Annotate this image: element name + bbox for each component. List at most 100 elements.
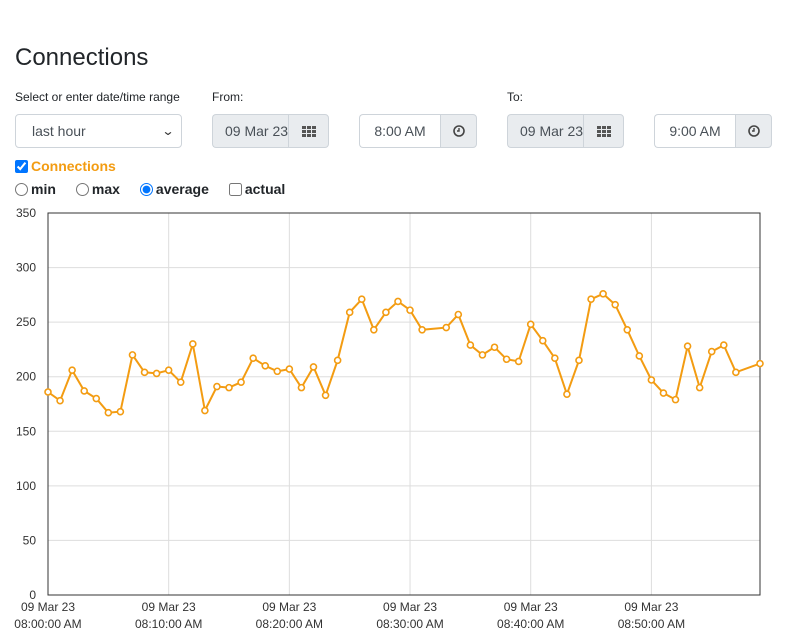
data-point bbox=[261, 362, 270, 370]
y-tick-label: 350 bbox=[16, 206, 36, 220]
from-date-input[interactable]: 09 Mar 23 bbox=[212, 114, 288, 148]
data-point bbox=[309, 363, 318, 371]
from-time-picker-button[interactable] bbox=[440, 114, 477, 148]
max-radio[interactable] bbox=[75, 182, 89, 196]
data-point bbox=[599, 289, 607, 298]
data-point bbox=[563, 390, 571, 398]
y-tick-label: 300 bbox=[16, 261, 36, 275]
data-point bbox=[635, 352, 644, 360]
x-tick-date: 09 Mar 23 bbox=[383, 600, 437, 614]
data-point bbox=[237, 378, 245, 386]
data-point bbox=[345, 308, 354, 317]
x-tick-date: 09 Mar 23 bbox=[624, 600, 678, 614]
to-time-group: 9:00 AM bbox=[654, 114, 772, 148]
data-point bbox=[382, 308, 390, 317]
actual-label: actual bbox=[244, 181, 286, 197]
data-point bbox=[225, 383, 233, 392]
average-label: average bbox=[155, 181, 209, 197]
actual-checkbox[interactable] bbox=[228, 182, 242, 196]
from-date-picker-button[interactable] bbox=[288, 114, 329, 148]
option-min[interactable]: min bbox=[15, 181, 56, 197]
data-point bbox=[719, 341, 728, 349]
from-time-input[interactable]: 8:00 AM bbox=[359, 114, 440, 148]
data-point bbox=[56, 396, 64, 405]
data-point bbox=[394, 297, 402, 306]
data-point bbox=[695, 383, 704, 392]
option-actual[interactable]: actual bbox=[228, 181, 286, 197]
data-point bbox=[707, 347, 716, 356]
page-title: Connections bbox=[15, 44, 149, 71]
data-point bbox=[140, 368, 149, 377]
from-label: From: bbox=[212, 90, 244, 104]
range-label: Select or enter date/time range bbox=[15, 90, 180, 104]
data-point bbox=[575, 356, 583, 365]
connections-checkbox-label[interactable]: Connections bbox=[31, 158, 116, 174]
to-time-picker-button[interactable] bbox=[735, 114, 772, 148]
data-point bbox=[659, 389, 668, 397]
data-point bbox=[92, 394, 101, 403]
data-point bbox=[538, 336, 547, 345]
data-point bbox=[478, 351, 487, 359]
data-point bbox=[321, 391, 330, 400]
y-tick-label: 0 bbox=[29, 588, 36, 602]
y-tick-label: 50 bbox=[23, 533, 37, 547]
clock-icon bbox=[747, 125, 760, 137]
chevron-down-icon: ⌄ bbox=[161, 124, 175, 138]
clock-icon bbox=[452, 125, 465, 137]
data-point bbox=[116, 407, 125, 416]
to-label: To: bbox=[507, 90, 524, 104]
data-point bbox=[611, 300, 619, 309]
data-point bbox=[357, 295, 366, 304]
data-point bbox=[454, 310, 463, 319]
max-label: max bbox=[91, 181, 120, 197]
aggregation-options: min max average actual bbox=[15, 181, 305, 197]
series-line bbox=[47, 292, 761, 414]
data-point bbox=[152, 369, 161, 378]
data-point bbox=[526, 320, 535, 329]
data-point bbox=[551, 354, 559, 362]
connections-toggle: Connections bbox=[15, 158, 116, 174]
from-time-group: 8:00 AM bbox=[359, 114, 477, 148]
min-radio[interactable] bbox=[15, 182, 28, 196]
data-point bbox=[671, 395, 680, 404]
x-tick-time: 08:30:00 AM bbox=[376, 617, 443, 631]
data-point bbox=[647, 376, 656, 384]
connections-checkbox[interactable] bbox=[15, 159, 28, 173]
data-point bbox=[442, 323, 451, 332]
data-point bbox=[249, 354, 257, 362]
x-tick-time: 08:50:00 AM bbox=[618, 617, 685, 631]
range-select-value: last hour bbox=[32, 123, 86, 139]
range-select[interactable]: last hour ⌄ bbox=[15, 114, 182, 148]
average-radio[interactable] bbox=[139, 182, 153, 196]
to-date-input[interactable]: 09 Mar 23 bbox=[507, 114, 583, 148]
data-point bbox=[297, 383, 306, 392]
x-tick-date: 09 Mar 23 bbox=[142, 600, 196, 614]
data-point bbox=[285, 365, 294, 373]
data-point bbox=[406, 306, 414, 314]
data-point bbox=[732, 368, 740, 377]
data-point bbox=[587, 295, 595, 304]
data-point bbox=[466, 341, 475, 349]
data-point bbox=[333, 356, 342, 365]
option-max[interactable]: max bbox=[75, 181, 120, 197]
x-tick-time: 08:20:00 AM bbox=[256, 617, 323, 631]
option-average[interactable]: average bbox=[139, 181, 209, 197]
x-tick-time: 08:10:00 AM bbox=[135, 617, 202, 631]
to-time-input[interactable]: 9:00 AM bbox=[654, 114, 735, 148]
calendar-grid-icon bbox=[596, 125, 611, 137]
x-tick-date: 09 Mar 23 bbox=[21, 600, 75, 614]
data-point bbox=[623, 325, 632, 334]
data-point bbox=[683, 342, 692, 350]
y-tick-label: 100 bbox=[16, 479, 36, 493]
data-point bbox=[44, 388, 52, 396]
calendar-grid-icon bbox=[301, 125, 316, 137]
data-point bbox=[189, 340, 197, 348]
data-point bbox=[213, 382, 221, 391]
data-point bbox=[502, 355, 511, 364]
to-date-picker-button[interactable] bbox=[583, 114, 624, 148]
data-point bbox=[201, 406, 209, 415]
from-date-group: 09 Mar 23 bbox=[212, 114, 329, 148]
y-tick-label: 250 bbox=[16, 315, 36, 329]
data-point bbox=[370, 325, 378, 334]
data-point bbox=[128, 351, 137, 359]
